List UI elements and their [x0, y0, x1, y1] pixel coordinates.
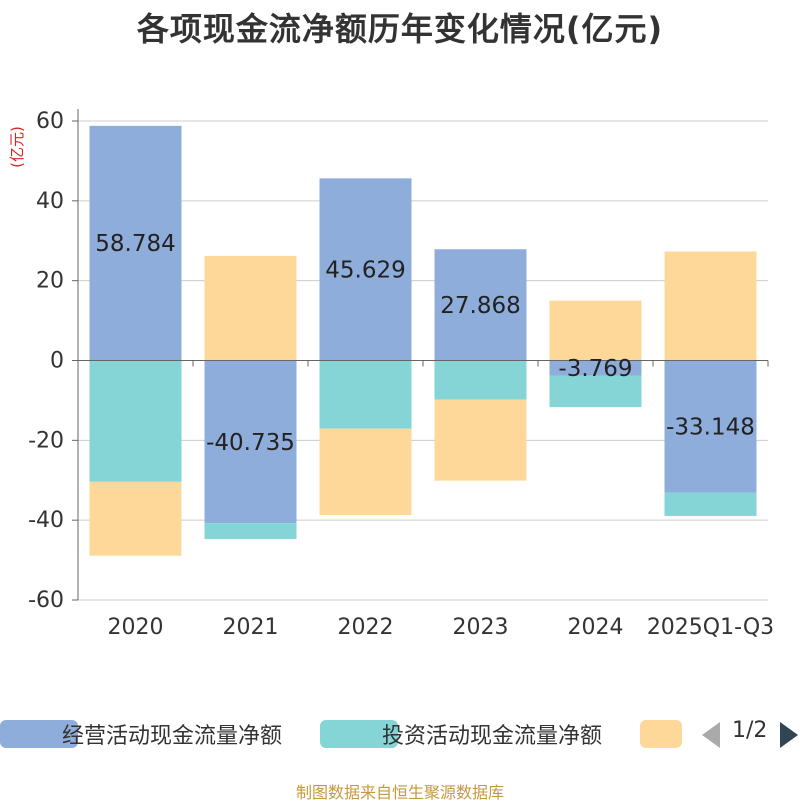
- data-source-note: 制图数据来自恒生聚源数据库: [295, 783, 504, 802]
- legend-swatch-financing: [640, 720, 682, 748]
- bar-series3-2020: [89, 481, 182, 556]
- chart-title: 各项现金流净额历年变化情况(亿元): [136, 10, 664, 48]
- bar-series3-2021: [204, 255, 297, 361]
- x-tick-label: 2024: [568, 615, 624, 640]
- bar-series3-2023: [434, 399, 527, 481]
- legend-page-indicator: 1/2: [732, 718, 768, 743]
- legend-swatch-investing: [320, 720, 398, 748]
- y-tick-label: 40: [36, 189, 64, 214]
- bar-series1-2024: [549, 360, 642, 376]
- bar-series1-2023: [434, 249, 527, 361]
- data-label: -40.735: [206, 430, 295, 456]
- data-label: 58.784: [95, 231, 175, 257]
- bar-series2-2024: [549, 375, 642, 408]
- data-label: -3.769: [558, 356, 632, 382]
- y-axis-unit-label: (亿元): [8, 126, 26, 168]
- triangle-right-icon[interactable]: [778, 720, 800, 750]
- bar-series2-2021: [204, 523, 297, 540]
- data-label: -33.148: [666, 415, 755, 441]
- x-tick-label: 2023: [453, 615, 509, 640]
- bar-series2-2023: [434, 360, 527, 400]
- legend: 经营活动现金流量净额 投资活动现金流量净额 1/2: [0, 716, 800, 752]
- x-tick-label: 2022: [338, 615, 394, 640]
- x-tick-label: 2025Q1-Q3: [647, 615, 774, 640]
- legend-label-investing: 投资活动现金流量净额: [382, 724, 603, 749]
- bar-series1-2025Q1-Q3: [664, 360, 757, 493]
- bar-series3-2022: [319, 428, 412, 515]
- x-tick-label: 2020: [108, 615, 164, 640]
- y-tick-label: -20: [28, 428, 64, 453]
- y-tick-label: 20: [36, 269, 64, 294]
- data-label: 27.868: [440, 293, 520, 319]
- bar-series1-2021: [204, 360, 297, 524]
- y-tick-label: 60: [36, 109, 64, 134]
- y-tick-label: -60: [28, 588, 64, 613]
- triangle-left-icon[interactable]: [700, 720, 722, 750]
- y-tick-label: 0: [50, 349, 64, 374]
- data-label: 45.629: [325, 257, 405, 283]
- x-tick-label: 2021: [223, 615, 279, 640]
- cash-flow-chart: 60 40 20 0 -20 -40 -60 (亿元) 2020 2021 2022 2023 2024…: [8, 109, 774, 640]
- bar-series1-2022: [319, 178, 412, 361]
- bar-series1-2020: [89, 125, 182, 361]
- bar-series2-2025Q1-Q3: [664, 492, 757, 516]
- bar-series3-2024: [549, 300, 642, 361]
- legend-label-operating: 经营活动现金流量净额: [62, 724, 283, 749]
- bar-series2-2020: [89, 360, 182, 482]
- y-tick-label: -40: [28, 508, 64, 533]
- bar-series2-2022: [319, 360, 412, 429]
- legend-swatch-operating: [0, 720, 78, 748]
- bar-series3-2025Q1-Q3: [664, 251, 757, 361]
